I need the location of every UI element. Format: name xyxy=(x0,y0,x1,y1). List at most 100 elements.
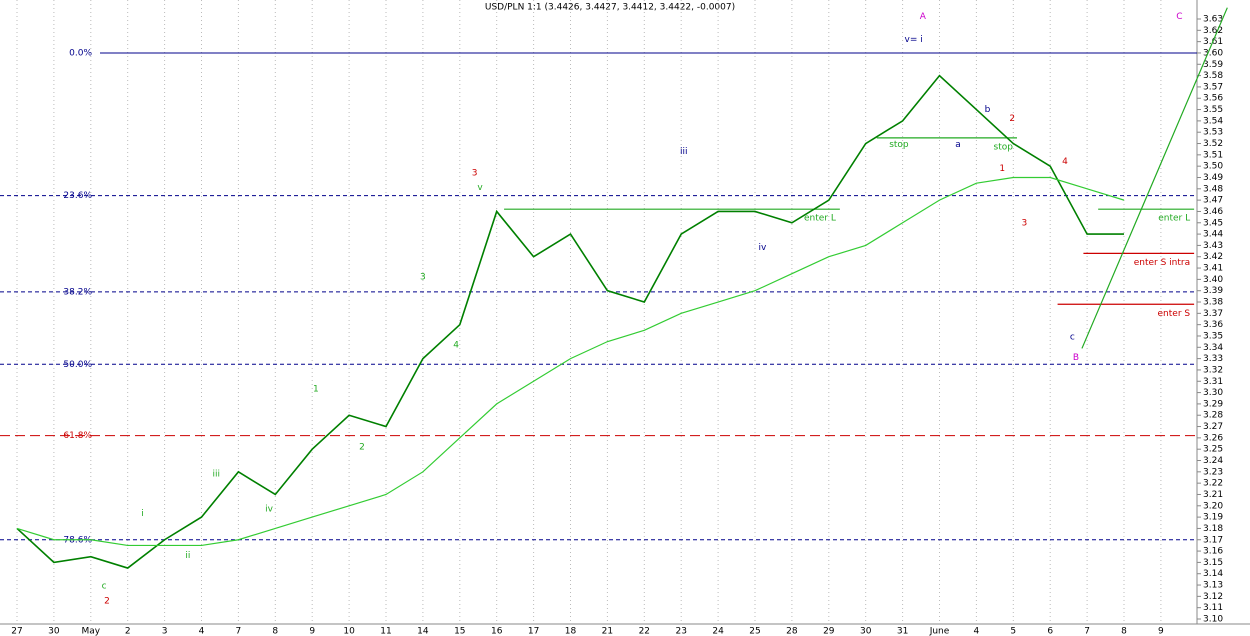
y-tick-label: 3.17 xyxy=(1203,535,1223,545)
y-tick-label: 3.57 xyxy=(1203,82,1223,92)
y-tick-label: 3.33 xyxy=(1203,354,1223,364)
y-tick-label: 3.45 xyxy=(1203,218,1223,228)
x-tick-label: 11 xyxy=(380,627,391,636)
y-tick-label: 3.31 xyxy=(1203,377,1223,387)
y-tick-label: 3.11 xyxy=(1203,603,1223,613)
level-label: 23.6% xyxy=(63,191,92,201)
y-tick-label: 3.10 xyxy=(1203,615,1223,625)
y-tick-label: 3.23 xyxy=(1203,467,1223,477)
wave-label: 2 xyxy=(359,442,365,452)
x-tick-label: 24 xyxy=(712,627,724,636)
chart-title: USD/PLN 1:1 (3.4426, 3.4427, 3.4412, 3.4… xyxy=(485,3,735,13)
x-tick-label: 9 xyxy=(1158,627,1164,636)
wave-label: 3 xyxy=(420,273,426,283)
x-tick-label: 9 xyxy=(309,627,315,636)
x-tick-label: 5 xyxy=(1010,627,1016,636)
wave-label: a xyxy=(955,140,961,150)
y-tick-label: 3.56 xyxy=(1203,94,1223,104)
x-tick-label: May xyxy=(81,627,100,636)
wave-label: iv xyxy=(758,243,767,253)
x-tick-label: 21 xyxy=(602,627,613,636)
y-tick-label: 3.60 xyxy=(1203,48,1223,58)
trend-line xyxy=(1081,7,1228,349)
x-tick-label: 30 xyxy=(48,627,60,636)
x-tick-label: 7 xyxy=(236,627,242,636)
x-tick-label: 4 xyxy=(199,627,205,636)
y-tick-label: 3.32 xyxy=(1203,365,1223,375)
x-tick-label: 29 xyxy=(823,627,835,636)
y-tick-label: 3.44 xyxy=(1203,230,1223,240)
wave-label: c xyxy=(1070,333,1075,343)
y-tick-label: 3.53 xyxy=(1203,128,1223,138)
x-tick-label: 28 xyxy=(786,627,798,636)
y-tick-label: 3.51 xyxy=(1203,150,1223,160)
wave-label: 2 xyxy=(1009,114,1015,124)
wave-label: iv xyxy=(265,505,274,515)
y-tick-label: 3.37 xyxy=(1203,309,1223,319)
y-tick-label: 3.38 xyxy=(1203,298,1223,308)
y-tick-label: 3.42 xyxy=(1203,252,1223,262)
wave-label: 3 xyxy=(472,168,478,178)
level-label: 38.2% xyxy=(63,287,92,297)
x-tick-label: 3 xyxy=(162,627,168,636)
y-tick-label: 3.34 xyxy=(1203,343,1223,353)
y-tick-label: 3.27 xyxy=(1203,422,1223,432)
wave-label: B xyxy=(1073,353,1079,363)
x-tick-label: June xyxy=(929,627,950,636)
y-tick-label: 3.52 xyxy=(1203,139,1223,149)
x-tick-label: 30 xyxy=(860,627,872,636)
trade-label: enter S intra xyxy=(1134,258,1190,268)
y-tick-label: 3.58 xyxy=(1203,71,1223,81)
y-tick-label: 3.22 xyxy=(1203,479,1223,489)
x-tick-label: 18 xyxy=(565,627,577,636)
series-line xyxy=(16,74,1124,569)
x-tick-label: 31 xyxy=(897,627,908,636)
x-tick-label: 23 xyxy=(675,627,686,636)
y-tick-label: 3.55 xyxy=(1203,105,1223,115)
y-tick-label: 3.54 xyxy=(1203,116,1223,126)
x-tick-label: 8 xyxy=(272,627,278,636)
x-tick-label: 22 xyxy=(639,627,650,636)
wave-label: 3 xyxy=(1022,218,1028,228)
y-tick-label: 3.49 xyxy=(1203,173,1223,183)
x-tick-label: 2 xyxy=(125,627,131,636)
x-tick-label: 14 xyxy=(417,627,429,636)
trade-label: enter L xyxy=(1158,214,1190,224)
series-line xyxy=(16,176,1125,547)
y-tick-label: 3.18 xyxy=(1203,524,1223,534)
y-tick-label: 3.62 xyxy=(1203,26,1223,36)
wave-label: iii xyxy=(680,147,688,157)
wave-label: A xyxy=(920,12,927,22)
wave-label: 1 xyxy=(999,164,1005,174)
y-tick-label: 3.25 xyxy=(1203,445,1223,455)
y-tick-label: 3.40 xyxy=(1203,275,1223,285)
y-tick-label: 3.47 xyxy=(1203,196,1223,206)
y-tick-label: 3.26 xyxy=(1203,433,1223,443)
level-label: 61.8% xyxy=(63,431,92,441)
wave-label: i xyxy=(141,509,144,519)
x-tick-label: 16 xyxy=(491,627,503,636)
y-tick-label: 3.39 xyxy=(1203,286,1223,296)
x-tick-label: 10 xyxy=(343,627,355,636)
wave-label: 4 xyxy=(1062,157,1068,167)
y-tick-label: 3.36 xyxy=(1203,320,1223,330)
trade-label: enter L xyxy=(804,214,836,224)
y-tick-label: 3.24 xyxy=(1203,456,1223,466)
y-tick-label: 3.12 xyxy=(1203,592,1223,602)
y-tick-label: 3.14 xyxy=(1203,569,1223,579)
x-tick-label: 7 xyxy=(1084,627,1090,636)
wave-label: C xyxy=(1176,12,1182,22)
wave-label: iii xyxy=(213,470,221,480)
x-tick-label: 27 xyxy=(11,627,22,636)
wave-label: 1 xyxy=(313,385,319,395)
x-tick-label: 17 xyxy=(528,627,539,636)
y-tick-label: 3.59 xyxy=(1203,60,1223,70)
y-tick-label: 3.28 xyxy=(1203,411,1223,421)
x-tick-label: 8 xyxy=(1121,627,1127,636)
wave-label: 2 xyxy=(104,596,110,606)
wave-label: stop xyxy=(889,140,909,150)
y-tick-label: 3.35 xyxy=(1203,331,1223,341)
wave-label: v xyxy=(477,183,483,193)
